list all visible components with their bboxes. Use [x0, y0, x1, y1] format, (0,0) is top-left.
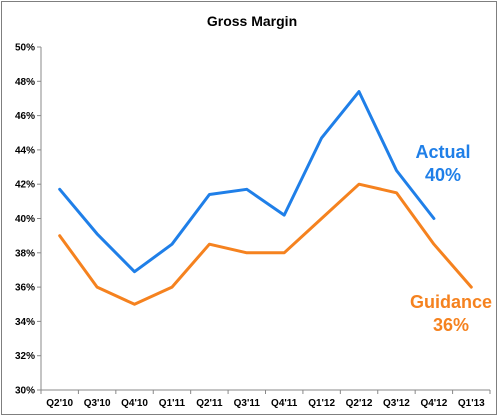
y-axis-ticks: 30% 32% 34% 36% 38% 40% 42% 44% 46% 48% 50%	[15, 43, 41, 397]
y-tick-label: 44%	[15, 145, 35, 156]
x-tick-label: Q4'10	[121, 398, 148, 409]
x-axis-ticks: Q2'10 Q3'10 Q4'10 Q1'11 Q2'11 Q3'11 Q4'11 Q1'12…	[40, 390, 491, 409]
y-tick-label: 48%	[15, 77, 35, 88]
chart-title: Gross Margin	[207, 13, 297, 29]
series-label-guidance-name: Guidance	[410, 292, 492, 312]
x-tick-label: Q3'10	[84, 398, 111, 409]
series-label-actual-value: 40%	[425, 165, 461, 185]
series-line-actual	[58, 90, 436, 274]
x-tick-label: Q2'10	[46, 398, 73, 409]
x-tick-label: Q2'12	[346, 398, 373, 409]
x-tick-label: Q3'12	[383, 398, 410, 409]
x-tick-label: Q4'11	[271, 398, 298, 409]
y-tick-label: 40%	[15, 214, 35, 225]
series-line-guidance	[58, 182, 473, 306]
series-labels: Actual 40% Guidance 36%	[410, 142, 492, 335]
x-tick-label: Q2'11	[196, 398, 223, 409]
x-tick-label: Q1'13	[458, 398, 485, 409]
x-tick-label: Q1'12	[308, 398, 335, 409]
x-tick-label: Q4'12	[420, 398, 447, 409]
y-tick-label: 32%	[15, 351, 35, 362]
x-tick-label: Q1'11	[159, 398, 186, 409]
y-tick-label: 50%	[15, 43, 35, 54]
y-tick-label: 36%	[15, 283, 35, 294]
series-layer	[58, 90, 473, 306]
axes	[40, 47, 490, 391]
x-tick-label: Q3'11	[234, 398, 261, 409]
y-tick-label: 46%	[15, 111, 35, 122]
series-label-actual-name: Actual	[415, 142, 470, 162]
y-tick-label: 38%	[15, 248, 35, 259]
y-tick-label: 34%	[15, 317, 35, 328]
y-tick-label: 30%	[15, 386, 35, 397]
y-tick-label: 42%	[15, 180, 35, 191]
series-label-guidance-value: 36%	[433, 315, 469, 335]
